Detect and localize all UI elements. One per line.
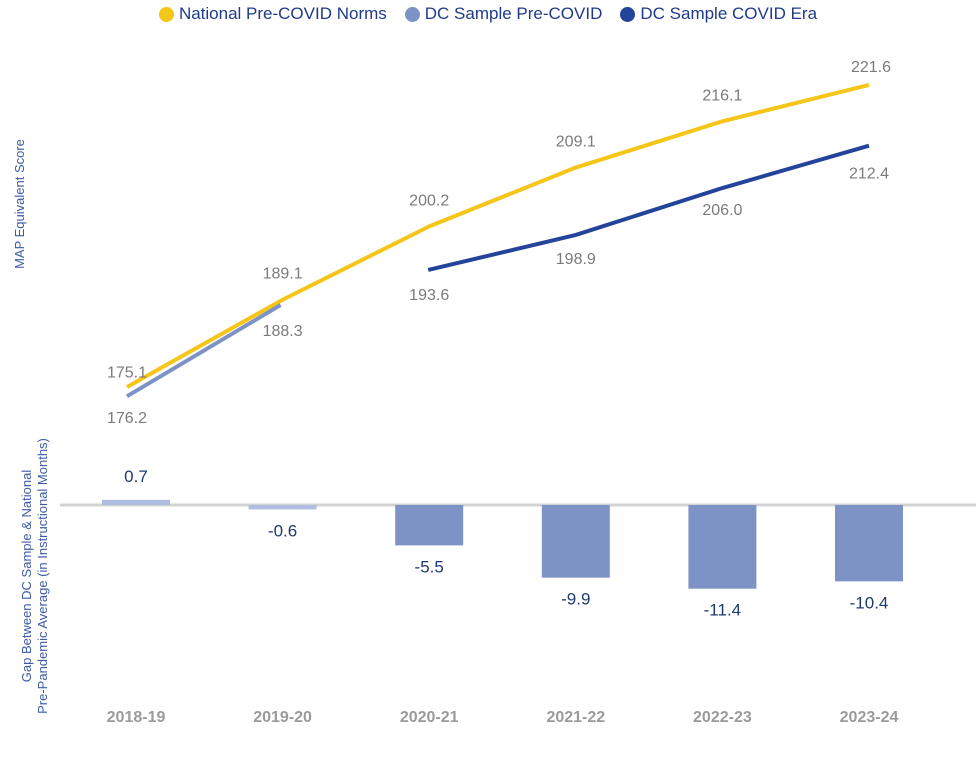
gap-bar (835, 505, 903, 582)
line-data-label: 216.1 (702, 87, 742, 104)
legend-item: National Pre-COVID Norms (158, 4, 387, 24)
legend-label: National Pre-COVID Norms (178, 4, 387, 23)
line-data-label: 221.6 (851, 59, 891, 76)
legend-marker (158, 6, 174, 22)
line-data-label: 209.1 (556, 134, 596, 151)
series-line-3 (427, 143, 870, 272)
line-data-label: 198.9 (556, 251, 596, 268)
x-tick-label: 2021-22 (546, 709, 605, 726)
gap-data-label: -5.5 (415, 557, 444, 576)
gap-bar (248, 505, 317, 510)
line-data-label: 193.6 (409, 287, 449, 304)
x-tick-label: 2023-24 (840, 709, 899, 726)
x-tick-label: 2020-21 (400, 709, 459, 726)
series-line-1 (126, 82, 870, 389)
gap-data-label: 0.7 (124, 467, 148, 486)
line-data-label: 175.1 (107, 364, 147, 381)
line-data-label: 189.1 (263, 266, 303, 283)
gap-data-label: -11.4 (704, 601, 742, 620)
gap-bar (541, 505, 610, 578)
x-tick-label: 2022-23 (693, 709, 752, 726)
x-tick-label: 2019-20 (253, 709, 312, 726)
line-data-label: 176.2 (107, 410, 147, 427)
legend-marker (620, 6, 636, 22)
gap-data-label: -9.9 (561, 590, 590, 609)
series-line-2 (125, 303, 282, 398)
line-data-label: 200.2 (409, 192, 449, 209)
gap-bar (395, 505, 464, 546)
legend-label: DC Sample Pre-COVID (424, 4, 603, 23)
legend-label: DC Sample COVID Era (640, 4, 818, 23)
line-data-label: 206.0 (702, 202, 742, 219)
gap-bar (102, 499, 170, 505)
gap-data-label: -0.6 (268, 521, 297, 540)
legend: National Pre-COVID Norms DC Sample Pre-CO… (0, 4, 976, 24)
gap-data-label: -10.4 (850, 593, 889, 612)
line-data-label: 188.3 (263, 323, 303, 340)
line-data-label: 212.4 (849, 166, 889, 183)
gap-bar (688, 505, 757, 589)
legend-item: DC Sample COVID Era (620, 4, 817, 24)
legend-marker (404, 6, 420, 22)
legend-item: DC Sample Pre-COVID (404, 4, 603, 24)
x-tick-label: 2018-19 (107, 709, 166, 726)
